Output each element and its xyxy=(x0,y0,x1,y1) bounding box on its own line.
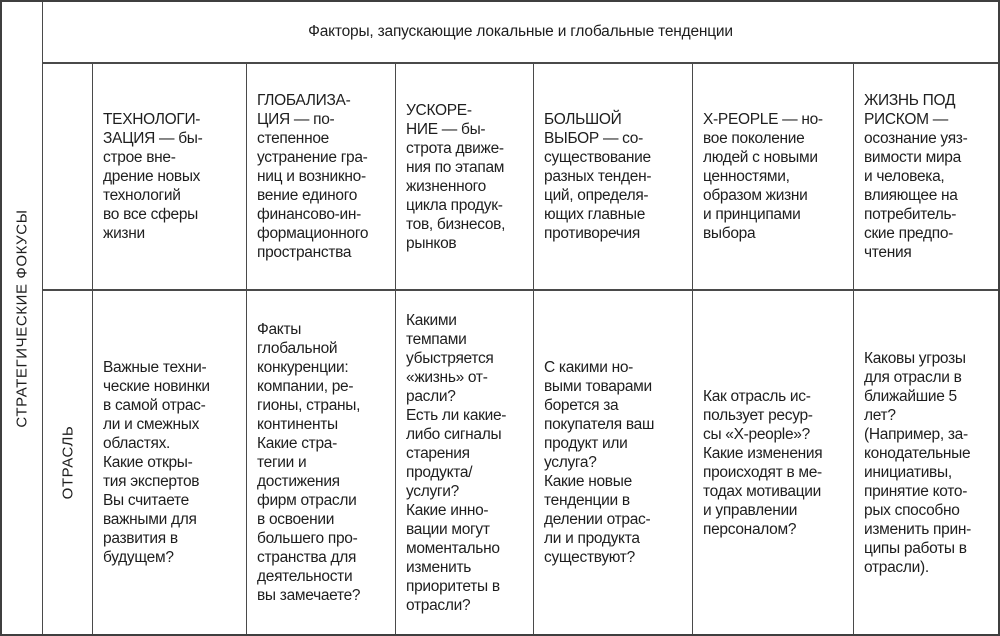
header-cell-globalization: ГЛОБАЛИЗА- ЦИЯ — по- степенное устранени… xyxy=(247,64,395,289)
header-cell-acceleration: УСКОРЕ- НИЕ — бы- строта движе- ния по э… xyxy=(396,64,533,289)
industry-cell-acceleration: Какими темпами убыстряется «жизнь» от- р… xyxy=(396,291,533,634)
row-label-cell: ОТРАСЛЬ xyxy=(43,291,92,634)
header-cell-life-at-risk: ЖИЗНЬ ПОД РИСКОМ — осознание уяз- вимост… xyxy=(854,64,998,289)
table-title-cell: Факторы, запускающие локальные и глобаль… xyxy=(43,2,998,62)
industry-cell-x-people: Как отрасль ис- пользует ресур- сы «X-pe… xyxy=(693,291,853,634)
industry-cell-big-choice: С какими но- выми товарами борется за по… xyxy=(534,291,692,634)
header-cell-big-choice: БОЛЬШОЙ ВЫБОР — со- существование разных… xyxy=(534,64,692,289)
row-label-header-stub xyxy=(43,64,92,289)
industry-cell-technologization: Важные техни- ческие новинки в самой отр… xyxy=(93,291,246,634)
strategic-focuses-label: СТРАТЕГИЧЕСКИЕ ФОКУСЫ xyxy=(13,208,31,428)
axis-label-cell: СТРАТЕГИЧЕСКИЕ ФОКУСЫ xyxy=(2,2,42,634)
header-cell-x-people: X-PEOPLE — но- вое поколение людей с нов… xyxy=(693,64,853,289)
table-title: Факторы, запускающие локальные и глобаль… xyxy=(308,23,733,40)
industry-row-label: ОТРАСЛЬ xyxy=(59,425,77,500)
header-cell-technologization: ТЕХНОЛОГИ- ЗАЦИЯ — бы- строе вне- дрение… xyxy=(93,64,246,289)
industry-cell-globalization: Факты глобальной конкуренции: компании, … xyxy=(247,291,395,634)
industry-cell-life-at-risk: Каковы угрозы для отрасли в ближайшие 5 … xyxy=(854,291,998,634)
